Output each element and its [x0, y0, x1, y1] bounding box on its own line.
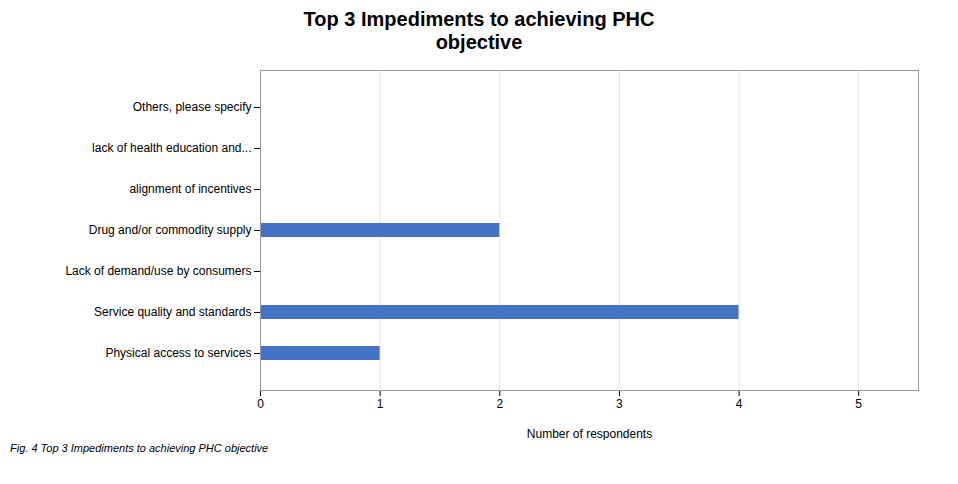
html-text:Fig. 4 Top 3 Impediments to ac: Fig. 4 Top 3 Impediments to achieving PH… [10, 442, 269, 454]
svg-text:3: 3 [616, 397, 623, 411]
svg-text:Number of respondents: Number of respondents [527, 427, 652, 441]
svg-text:0: 0 [257, 397, 264, 411]
svg-text:Others, please specify: Others, please specify [133, 100, 252, 114]
svg-text:Service quality and standards: Service quality and standards [94, 305, 251, 319]
svg-text:5: 5 [855, 397, 862, 411]
svg-text:Drug and/or commodity supply: Drug and/or commodity supply [89, 223, 252, 237]
svg-text:Lack of demand/use by consumer: Lack of demand/use by consumers [65, 264, 251, 278]
svg-text:2: 2 [496, 397, 503, 411]
svg-text:1: 1 [377, 397, 384, 411]
svg-text:Physical access to services: Physical access to services [105, 346, 251, 360]
html-text:Top 3 Impediments to achieving: Top 3 Impediments to achieving PHC objec… [303, 8, 655, 53]
svg-text:4: 4 [736, 397, 743, 411]
svg-text:alignment of incentives: alignment of incentives [129, 182, 251, 196]
svg-text:lack of health education and..: lack of health education and... [92, 141, 251, 155]
